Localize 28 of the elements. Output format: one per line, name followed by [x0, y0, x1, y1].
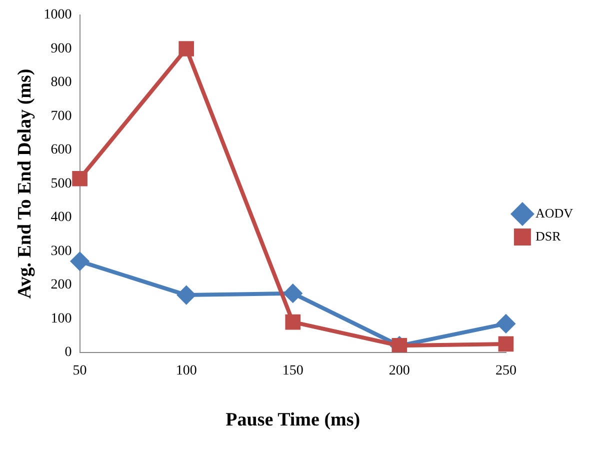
y-tick-label: 900 — [50, 41, 72, 56]
point — [496, 314, 515, 333]
y-axis-title: Avg. End To End Delay (ms) — [14, 68, 36, 299]
point — [70, 252, 89, 270]
point — [178, 41, 194, 56]
x-tick-label: 100 — [176, 363, 197, 378]
y-tick-label: 500 — [50, 176, 72, 192]
x-tick-label: 150 — [282, 363, 304, 378]
point — [498, 336, 514, 352]
y-tick-label: 100 — [50, 311, 72, 326]
point — [284, 284, 302, 302]
point — [177, 286, 196, 304]
legend-label: DSR — [535, 228, 562, 244]
y-tick-label: 300 — [50, 244, 72, 259]
x-tick-label: 250 — [495, 363, 516, 378]
point — [72, 170, 88, 186]
y-tick-label: 1000 — [44, 8, 72, 23]
y-tick-label: 400 — [50, 210, 72, 226]
point — [285, 314, 301, 330]
y-tick-label: 200 — [50, 278, 72, 293]
x-tick-label: 200 — [388, 363, 410, 378]
y-tick-label: 0 — [64, 345, 72, 360]
y-tick-label: 600 — [50, 142, 72, 158]
x-axis-title: Pause Time (ms) — [226, 410, 360, 431]
y-tick-label: 800 — [50, 75, 72, 90]
y-tick-label: 700 — [50, 108, 72, 124]
x-tick-label: 50 — [72, 363, 87, 378]
legend-label: AODV — [535, 205, 574, 220]
